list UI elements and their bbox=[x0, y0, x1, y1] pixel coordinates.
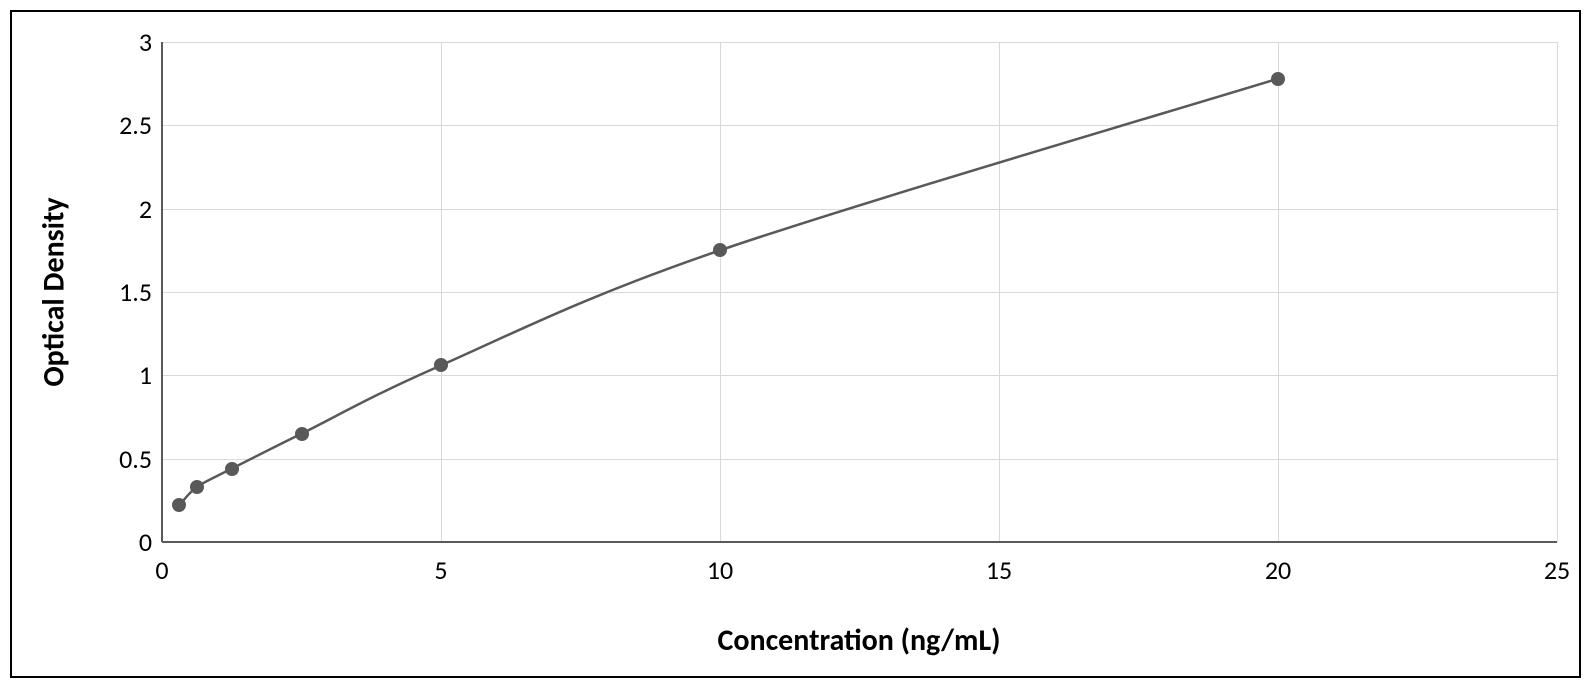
x-axis-title: Concentration (ng/mL) bbox=[718, 622, 1001, 659]
data-point-marker bbox=[225, 462, 239, 476]
data-point-marker bbox=[295, 427, 309, 441]
data-point-marker bbox=[1271, 72, 1285, 86]
data-point-marker bbox=[190, 480, 204, 494]
data-point-marker bbox=[713, 243, 727, 257]
chart: Optical Density Concentration (ng/mL) 05… bbox=[12, 12, 1579, 676]
data-point-marker bbox=[434, 358, 448, 372]
series-line bbox=[12, 12, 1577, 562]
data-point-marker bbox=[172, 498, 186, 512]
chart-frame: Optical Density Concentration (ng/mL) 05… bbox=[10, 10, 1581, 678]
